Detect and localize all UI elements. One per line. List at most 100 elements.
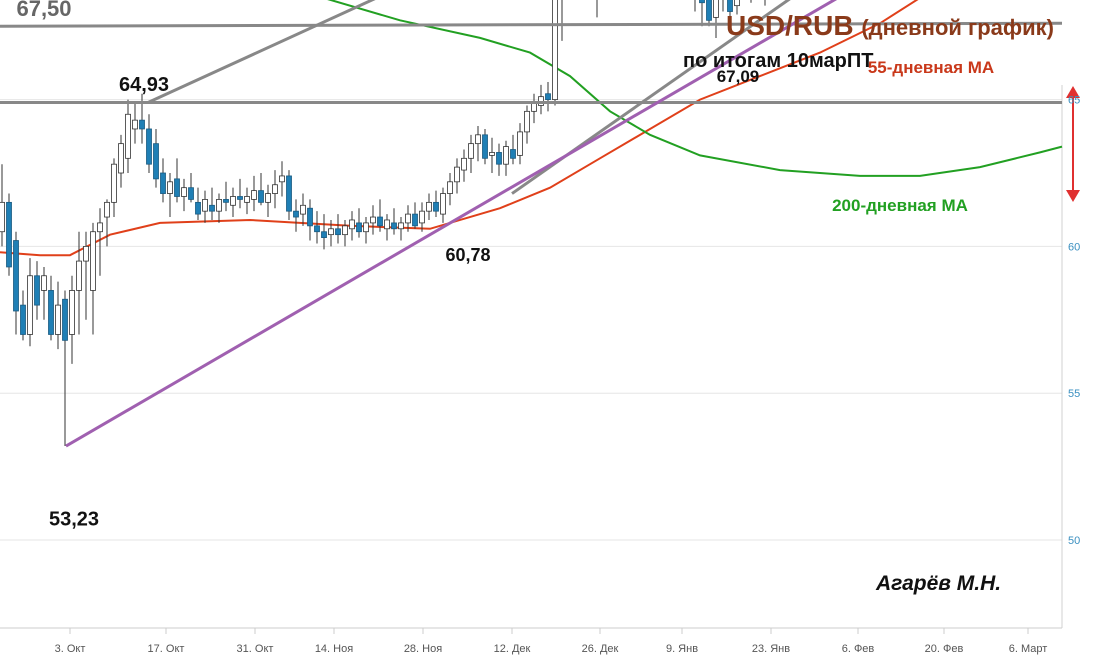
candle — [83, 231, 89, 320]
candle — [461, 149, 467, 182]
candle-body — [167, 181, 173, 194]
candle-body — [342, 225, 348, 236]
x-axis-ticks: 3. Окт 17. Окт 31. Окт 14. Ноя 28. Ноя 12. Де… — [55, 628, 1047, 655]
candle — [27, 258, 33, 347]
y-tick-label: 55 — [1068, 388, 1080, 400]
y-axis-ticks: 505560657075 — [1068, 95, 1080, 547]
candle — [426, 193, 432, 220]
candle — [223, 181, 229, 212]
candle-body — [405, 213, 411, 224]
candle-body — [356, 222, 362, 233]
chart-subtitle: по итогам 10марПТ — [683, 50, 874, 72]
trend-line — [65, 0, 838, 448]
candle — [596, 0, 598, 18]
candle — [405, 205, 411, 232]
title-main: USD/RUB — [726, 10, 854, 41]
candle — [722, 0, 724, 12]
x-tick-label: 17. Окт — [148, 643, 185, 655]
candle — [167, 173, 173, 218]
x-tick-label: 26. Дек — [582, 643, 619, 655]
grid-lines — [0, 85, 1063, 629]
candles — [0, 0, 766, 447]
candle — [398, 217, 404, 241]
candle-body — [286, 175, 292, 212]
candle-body — [307, 207, 313, 227]
annotation-label: 200-дневная МА — [832, 196, 968, 215]
candle — [503, 140, 509, 176]
candle-body — [244, 196, 250, 203]
candle-body — [503, 146, 509, 165]
candle-body — [265, 193, 271, 203]
candle — [48, 275, 54, 341]
candle-body — [237, 196, 243, 200]
candle-body — [0, 201, 5, 233]
candle — [727, 0, 733, 18]
candle-body — [139, 119, 145, 130]
candle — [321, 214, 327, 250]
trend-lines — [0, 0, 1063, 448]
candle — [153, 128, 159, 188]
candle — [524, 105, 530, 144]
candle-body — [391, 222, 397, 230]
candle — [545, 81, 551, 112]
candle — [699, 0, 705, 27]
candle — [41, 266, 47, 320]
candle-body — [76, 260, 82, 291]
candle — [237, 178, 243, 209]
candle-body — [83, 245, 89, 262]
candle — [62, 290, 68, 447]
candle — [209, 187, 215, 220]
candle-body — [258, 190, 264, 203]
annotation-label: 53,23 — [49, 508, 99, 530]
candle-body — [314, 225, 320, 233]
candle — [181, 178, 187, 212]
candle — [433, 190, 439, 218]
candle-body — [552, 0, 558, 101]
candle — [216, 193, 222, 223]
candle — [286, 170, 292, 220]
candle — [447, 173, 453, 206]
candle-body — [20, 304, 26, 335]
candle-body — [146, 128, 152, 165]
candle-body — [496, 152, 502, 165]
candle-body — [734, 0, 740, 7]
candle-body — [370, 216, 376, 224]
candle — [713, 0, 719, 38]
candle-body — [13, 240, 19, 312]
candle-body — [41, 275, 47, 291]
candle-body — [384, 219, 390, 230]
candle-body — [97, 222, 103, 233]
candle — [475, 126, 481, 162]
title-sub: (дневной график) — [861, 15, 1054, 40]
annotation-label: 60,78 — [445, 245, 490, 265]
candle-body — [363, 222, 369, 233]
x-tick-label: 23. Янв — [752, 643, 790, 655]
candle-body — [132, 119, 138, 130]
candle — [349, 211, 355, 241]
moving-averages — [0, 0, 1063, 257]
candle-body — [377, 216, 383, 227]
candle-body — [293, 210, 299, 218]
candle — [125, 99, 131, 173]
candle — [489, 137, 495, 173]
x-tick-label: 6. Фев — [842, 643, 875, 655]
candle-body — [279, 175, 285, 183]
y-tick-label: 65 — [1068, 95, 1080, 107]
candle — [13, 231, 19, 335]
candle — [440, 187, 446, 223]
candle — [132, 102, 138, 144]
candle — [734, 0, 740, 15]
candle — [76, 231, 82, 335]
x-tick-label: 20. Фев — [925, 643, 964, 655]
candle — [272, 170, 278, 209]
y-tick-label: 50 — [1068, 535, 1080, 547]
candle-body — [335, 228, 341, 236]
candle — [307, 199, 313, 241]
candle-body — [195, 201, 201, 215]
candle — [706, 0, 712, 27]
annotation-label: 67,09 — [717, 67, 760, 86]
candle — [750, 0, 752, 3]
candle-body — [545, 93, 551, 100]
candle — [561, 0, 563, 41]
